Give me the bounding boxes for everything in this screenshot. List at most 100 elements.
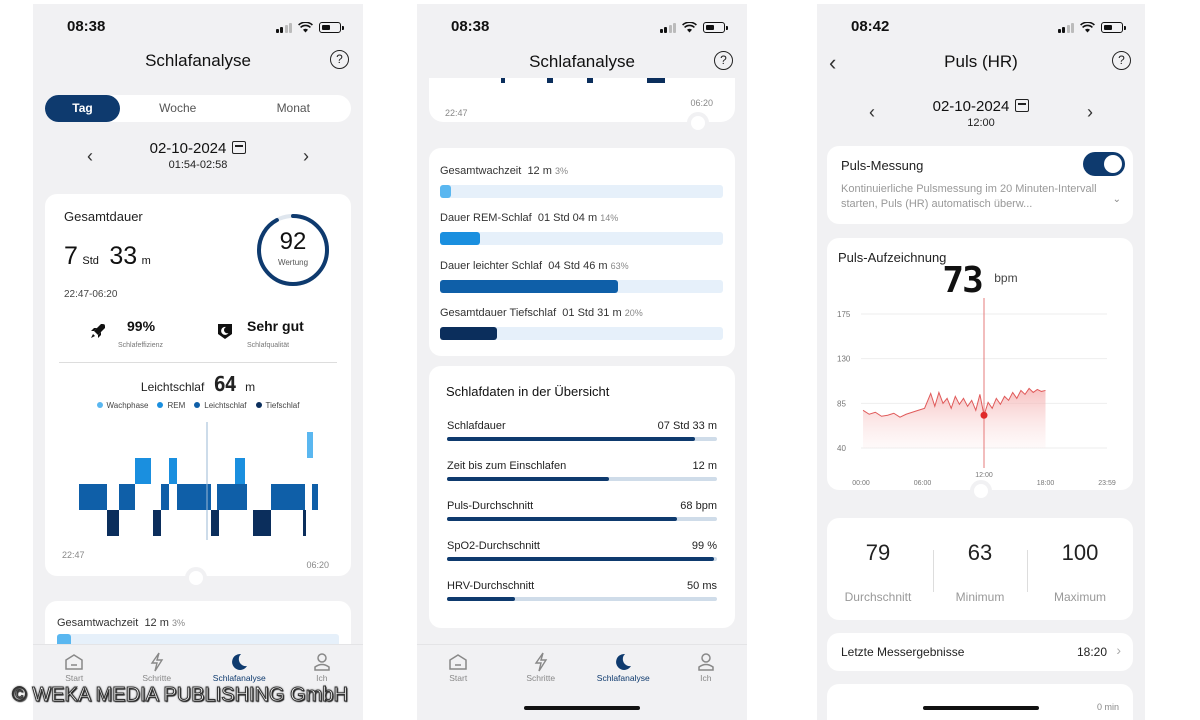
stage-bar-rem xyxy=(440,232,723,245)
stage-bar-fill xyxy=(440,232,480,245)
divider xyxy=(1027,550,1028,592)
tab-start[interactable]: Start xyxy=(44,651,104,720)
measurement-card: Puls-Messung Kontinuierliche Pulsmessung… xyxy=(827,146,1133,224)
overview-row-fall-asleep: Zeit bis zum Einschlafen 12 m xyxy=(447,460,717,481)
quality-label: Schlafqualität xyxy=(247,342,290,349)
y-tick-label: 130 xyxy=(837,355,851,364)
overview-bar-fill xyxy=(447,557,715,561)
battery-icon xyxy=(1101,22,1126,33)
page-title: Schlafanalyse xyxy=(145,51,251,70)
help-icon[interactable]: ? xyxy=(330,50,349,69)
prev-day-button[interactable]: ‹ xyxy=(87,146,93,166)
stat-average-label: Durchschnitt xyxy=(844,590,912,604)
chevron-right-icon: › xyxy=(1116,642,1121,658)
calendar-icon[interactable] xyxy=(232,141,247,154)
scrubber-handle[interactable] xyxy=(185,567,207,589)
stage-bar-fill xyxy=(440,280,619,293)
stat-average-value: 79 xyxy=(865,540,891,565)
record-title: Puls-Aufzeichnung xyxy=(838,250,947,265)
stat-max-label: Maximum xyxy=(1053,590,1106,604)
stage-row-light: Dauer leichter Schlaf 04 Std 46 m 63% xyxy=(440,260,629,272)
last-results-row[interactable]: Letzte Messergebnisse 18:20 › xyxy=(827,633,1133,671)
tab-me[interactable]: Ich xyxy=(292,651,352,720)
phone-sleep-details: 08:38 Schlafanalyse ? 22:47 06:20 Gesamt… xyxy=(417,4,747,720)
current-readout: 73 bpm xyxy=(942,260,1018,301)
tab-month[interactable]: Monat xyxy=(276,101,310,115)
tab-day[interactable]: Tag xyxy=(45,95,120,122)
axis-start: 22:47 xyxy=(62,550,85,560)
axis-end: 06:20 xyxy=(306,560,329,570)
hour-label: 12:00 xyxy=(967,117,995,129)
stage-bar-deep xyxy=(440,327,723,340)
stats-card: 79 Durchschnitt 63 Minimum 100 Maximum xyxy=(827,518,1133,620)
stage-breakdown-card: Gesamtwachzeit 12 m 3% Dauer REM-Schlaf … xyxy=(429,148,735,356)
user-icon xyxy=(698,653,714,671)
y-tick-label: 85 xyxy=(837,399,846,408)
x-tick-label: 18:00 xyxy=(1037,480,1055,487)
wifi-icon xyxy=(1080,22,1095,33)
x-tick-label: 00:00 xyxy=(852,480,870,487)
hypnogram-tail xyxy=(501,78,665,83)
y-tick-label: 40 xyxy=(837,444,846,453)
stat-min-label: Minimum xyxy=(955,590,1005,604)
prev-date-button[interactable]: ‹ xyxy=(869,102,875,122)
tab-steps[interactable]: Schritte xyxy=(127,651,187,720)
home-icon xyxy=(65,654,83,670)
help-icon[interactable]: ? xyxy=(714,51,733,70)
signal-icon xyxy=(275,22,292,33)
last-results-time: 18:20 xyxy=(1076,645,1107,659)
next-card-peek: 0 min xyxy=(827,684,1133,720)
sleep-legend: Wachphase REM Leichtschlaf Tiefschlaf xyxy=(45,401,351,410)
rocket-icon xyxy=(91,324,105,338)
heart-rate-area xyxy=(863,388,1046,448)
quality-value: Sehr gut xyxy=(247,318,304,334)
help-icon[interactable]: ? xyxy=(1112,51,1131,70)
stage-bar-fill xyxy=(440,185,452,198)
chevron-down-icon[interactable]: ⌄ xyxy=(1112,194,1121,205)
copyright-watermark: © WEKA MEDIA PUBLISHING GmbH xyxy=(12,684,349,707)
peek-bar xyxy=(57,634,339,647)
scrubber-handle[interactable] xyxy=(687,112,709,134)
back-button[interactable]: ‹ xyxy=(829,50,837,75)
divider xyxy=(59,362,337,363)
scrubber-handle[interactable] xyxy=(970,480,992,502)
phone-heart-rate: 08:42 ‹ Puls (HR) ? ‹ › 02-10-2024 12:00… xyxy=(817,4,1145,720)
page-title: Puls (HR) xyxy=(944,52,1018,71)
tab-week[interactable]: Woche xyxy=(159,101,197,115)
last-results-label: Letzte Messergebnisse xyxy=(841,645,965,659)
measurement-title: Puls-Messung xyxy=(841,158,924,173)
date-selector[interactable]: 02-10-2024 01:54-02:58 xyxy=(33,140,363,171)
tab-steps[interactable]: Schritte xyxy=(511,651,571,720)
time-range: 01:54-02:58 xyxy=(168,159,228,171)
duration-heading: Gesamtdauer xyxy=(64,209,143,224)
status-bar: 08:38 xyxy=(417,18,747,42)
overview-bar-fill xyxy=(447,437,696,441)
date-selector[interactable]: 02-10-2024 12:00 xyxy=(817,98,1145,129)
heart-rate-line xyxy=(862,387,1046,418)
measurement-description: Kontinuierliche Pulsmessung im 20 Minute… xyxy=(841,183,1097,210)
next-day-button[interactable]: › xyxy=(303,146,309,166)
status-time: 08:38 xyxy=(451,18,490,35)
moon-icon xyxy=(616,653,632,670)
measurement-toggle[interactable] xyxy=(1083,152,1125,176)
calendar-icon[interactable] xyxy=(1015,99,1030,112)
x-tick-label: 23:59 xyxy=(1098,480,1116,487)
signal-icon xyxy=(659,22,676,33)
stage-bar-light xyxy=(440,280,723,293)
efficiency-label: Schlafeffizienz xyxy=(118,342,164,349)
duration-value: 7 Std 33 m xyxy=(64,242,151,270)
overview-row-spo2: SpO2-Durchschnitt 99 % xyxy=(447,540,717,561)
tab-sleep[interactable]: Schlafanalyse xyxy=(209,651,269,720)
hypnogram-chart xyxy=(79,422,318,540)
overview-bar-fill xyxy=(447,597,515,601)
period-segmented-control: Tag Woche Monat xyxy=(45,95,351,122)
tab-me[interactable]: Ich xyxy=(676,651,736,720)
peek-label: Gesamtwachzeit 12 m 3% xyxy=(57,617,185,629)
score-value: 92 xyxy=(279,228,307,255)
next-date-button[interactable]: › xyxy=(1087,102,1093,122)
tab-sleep[interactable]: Schlafanalyse xyxy=(593,651,653,720)
score-ring xyxy=(257,214,329,286)
axis-start: 22:47 xyxy=(445,108,468,118)
home-indicator xyxy=(524,706,640,710)
tab-start[interactable]: Start xyxy=(428,651,488,720)
